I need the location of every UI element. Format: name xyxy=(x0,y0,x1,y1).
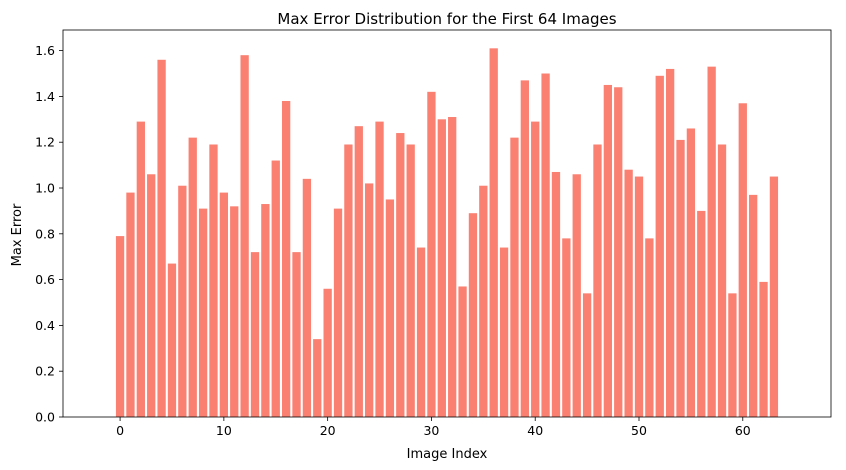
bar-19 xyxy=(313,339,322,417)
bar-35 xyxy=(479,185,488,417)
bar-27 xyxy=(396,133,405,417)
bar-62 xyxy=(759,281,768,417)
x-axis-label: Image Index xyxy=(407,447,488,462)
y-tick-label: 0.2 xyxy=(35,364,55,379)
bar-24 xyxy=(365,183,374,417)
y-tick-label: 1.0 xyxy=(35,181,55,196)
bar-29 xyxy=(416,247,426,417)
bar-38 xyxy=(510,137,519,418)
bar-53 xyxy=(665,68,675,418)
y-tick-label: 1.4 xyxy=(35,89,55,104)
bar-18 xyxy=(302,178,312,417)
bar-13 xyxy=(250,252,260,417)
bar-30 xyxy=(427,91,436,417)
bar-54 xyxy=(676,139,685,417)
x-tick-label: 60 xyxy=(735,423,751,438)
y-tick-label: 0.4 xyxy=(35,318,55,333)
bar-16 xyxy=(281,100,291,418)
bar-36 xyxy=(489,48,498,418)
bar-63 xyxy=(769,176,779,417)
bar-22 xyxy=(344,144,353,417)
bar-50 xyxy=(634,176,644,417)
y-tick-label: 0.6 xyxy=(35,272,55,287)
bar-17 xyxy=(292,252,301,417)
x-tick-label: 10 xyxy=(216,423,232,438)
bar-42 xyxy=(551,171,561,417)
bar-44 xyxy=(572,174,581,417)
bar-12 xyxy=(240,55,249,417)
bar-23 xyxy=(354,126,363,417)
bar-7 xyxy=(188,137,197,418)
axes-group: 0 10 20 30 40 50 60 0.0 0.2 0.4 0.6 0.8 1.0 1.2 1.4 1.6 xyxy=(35,29,832,438)
bar-57 xyxy=(707,66,716,418)
bar-26 xyxy=(385,199,395,417)
y-axis-label: Max Error xyxy=(10,203,25,266)
bar-25 xyxy=(375,121,384,418)
bar-3 xyxy=(147,174,156,417)
x-tick-label: 50 xyxy=(631,423,647,438)
bars-group xyxy=(115,48,779,418)
y-tick-label: 0.8 xyxy=(35,226,55,241)
bar-48 xyxy=(614,87,623,417)
bar-47 xyxy=(603,84,613,417)
bar-40 xyxy=(531,121,540,418)
chart-title: Max Error Distribution for the First 64 … xyxy=(277,10,616,28)
bar-10 xyxy=(219,192,229,417)
bar-15 xyxy=(271,160,280,418)
bar-52 xyxy=(655,75,664,417)
y-tick-label: 1.6 xyxy=(35,43,55,58)
bar-41 xyxy=(541,73,550,417)
bar-31 xyxy=(437,119,446,418)
bar-61 xyxy=(749,194,758,417)
x-tick-label: 20 xyxy=(320,423,336,438)
bar-9 xyxy=(209,144,218,417)
plot-frame xyxy=(62,29,832,418)
bar-56 xyxy=(697,210,706,417)
bar-21 xyxy=(333,208,343,417)
bar-14 xyxy=(261,204,270,417)
bar-39 xyxy=(520,80,529,418)
bar-32 xyxy=(448,117,457,417)
bar-11 xyxy=(230,206,239,417)
bar-8 xyxy=(198,208,208,417)
bar-4 xyxy=(157,59,166,418)
x-tick-label: 30 xyxy=(423,423,439,438)
bar-28 xyxy=(406,144,415,417)
bar-60 xyxy=(738,103,747,417)
bar-2 xyxy=(136,121,145,418)
bar-20 xyxy=(323,288,332,417)
bar-51 xyxy=(645,238,654,417)
bar-49 xyxy=(624,169,633,417)
bar-0 xyxy=(115,236,125,417)
bar-58 xyxy=(717,144,727,417)
y-tick-label: 1.2 xyxy=(35,135,55,150)
bar-34 xyxy=(468,213,478,417)
bar-37 xyxy=(499,247,509,417)
bar-1 xyxy=(126,192,135,417)
bar-59 xyxy=(728,293,737,417)
bar-33 xyxy=(458,286,467,417)
bar-6 xyxy=(178,185,187,417)
x-tick-label: 40 xyxy=(527,423,543,438)
bar-5 xyxy=(167,263,177,417)
bar-46 xyxy=(593,144,602,417)
y-tick-label: 0.0 xyxy=(35,410,55,425)
x-tick-label: 0 xyxy=(116,423,124,438)
bar-45 xyxy=(582,293,592,417)
bar-55 xyxy=(686,128,696,417)
bar-43 xyxy=(562,238,571,417)
